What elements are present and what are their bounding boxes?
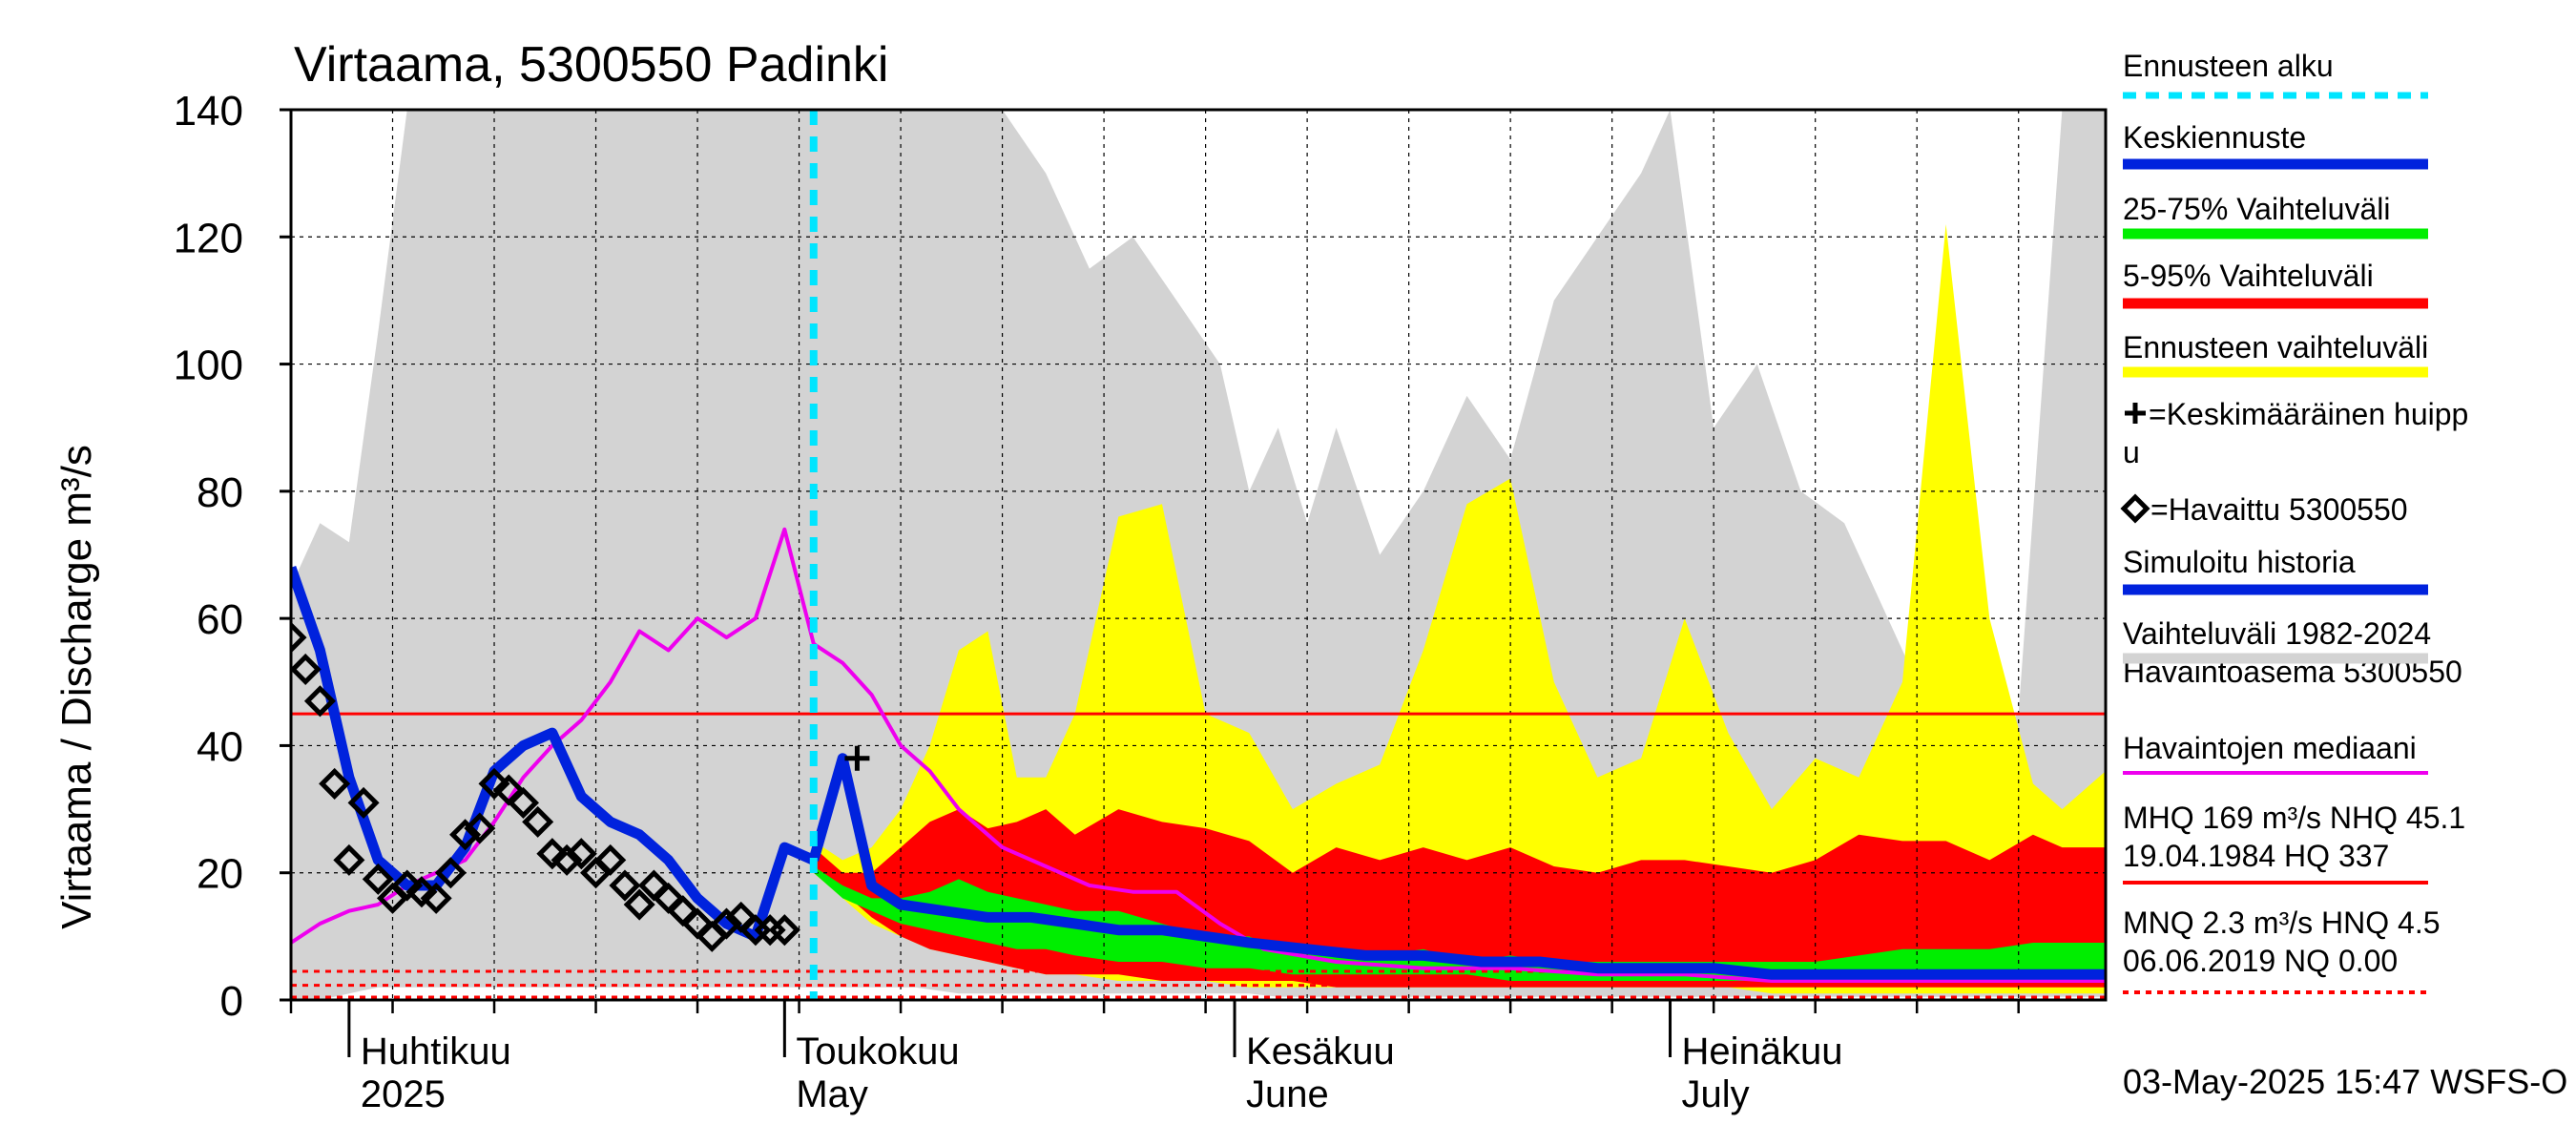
observed-point: [449, 819, 482, 851]
observed-point: [565, 838, 597, 870]
observed-point: [594, 843, 627, 876]
timestamp-footer: 03-May-2025 15:47 WSFS-O: [2123, 1062, 2567, 1101]
legend-label: =Havaittu 5300550: [2150, 492, 2408, 527]
y-tick-label: 80: [197, 469, 243, 516]
legend-label: =Keskimääräinen huipp: [2149, 397, 2468, 431]
y-tick-label: 40: [197, 723, 243, 770]
observed-point: [464, 812, 496, 844]
observed-point: [522, 805, 554, 838]
simulated-history-line: [291, 565, 816, 942]
observed-point: [347, 786, 380, 819]
observed-point: [609, 869, 641, 902]
plot-data-layer: [291, 110, 2106, 1000]
mean-peak-marker: [844, 745, 870, 771]
legend-label: Vaihteluväli 1982-2024: [2123, 616, 2431, 651]
legend-label-line2: 06.06.2019 NQ 0.00: [2123, 944, 2398, 978]
legend-label: MHQ 169 m³/s NHQ 45.1: [2123, 801, 2465, 835]
month-label-en: 2025: [361, 1073, 446, 1115]
y-tick-label: 0: [220, 978, 243, 1025]
observed-point: [333, 843, 365, 876]
legend-label: 25-75% Vaihteluväli: [2123, 192, 2390, 226]
observed-point: [362, 863, 394, 895]
band-25-75: [813, 866, 2106, 981]
observed-point: [623, 888, 655, 921]
observed-point: [405, 876, 438, 908]
forecast-range-band: [813, 224, 2106, 994]
y-tick-label: 20: [197, 851, 243, 898]
observed-point: [536, 838, 569, 870]
observed-point: [303, 685, 336, 718]
month-label-en: June: [1246, 1073, 1329, 1115]
legend-label: Ennusteen vaihteluväli: [2123, 330, 2428, 364]
month-label: Heinäkuu: [1682, 1030, 1843, 1072]
legend-label: Havaintojen mediaani: [2123, 731, 2417, 765]
legend-label: Simuloitu historia: [2123, 545, 2356, 579]
observed-point: [434, 857, 467, 889]
legend-label: Ennusteen alku: [2123, 49, 2334, 83]
observed-point: [291, 653, 322, 685]
month-label-en: May: [796, 1073, 868, 1115]
legend-label: MNQ 2.3 m³/s HNQ 4.5: [2123, 906, 2441, 940]
observed-point: [710, 907, 743, 940]
observed-point: [420, 882, 452, 914]
observed-point: [768, 914, 800, 947]
legend-label-line2: 19.04.1984 HQ 337: [2123, 839, 2389, 873]
legend-plus-marker: [2125, 403, 2146, 424]
legend-diamond-marker: [2120, 493, 2150, 524]
mean-forecast-line: [808, 753, 2106, 980]
y-tick-label: 120: [174, 215, 243, 261]
plot-frame: [289, 108, 2108, 1002]
y-tick-label: 60: [197, 596, 243, 643]
chart-title: Virtaama, 5300550 Padinki: [294, 37, 888, 93]
month-label: Toukokuu: [796, 1030, 959, 1072]
month-label: Huhtikuu: [361, 1030, 511, 1072]
legend-label: 5-95% Vaihteluväli: [2123, 259, 2374, 293]
y-axis-label: Virtaama / Discharge m³/s: [53, 445, 100, 929]
legend-label: Keskiennuste: [2123, 120, 2306, 155]
observed-point: [391, 869, 424, 902]
y-tick-label: 140: [174, 88, 243, 135]
observed-point: [478, 767, 510, 800]
observed-point: [319, 767, 351, 800]
y-tick-label: 100: [174, 343, 243, 389]
observed-point: [291, 621, 307, 654]
month-label: Kesäkuu: [1246, 1030, 1395, 1072]
legend-label-line2: u: [2123, 435, 2140, 469]
observed-point: [507, 786, 539, 819]
observed-point: [551, 843, 583, 876]
month-label-en: July: [1682, 1073, 1750, 1115]
legend: Ennusteen alku Keskiennuste 25-75% Vaihtel…: [2120, 49, 2468, 994]
